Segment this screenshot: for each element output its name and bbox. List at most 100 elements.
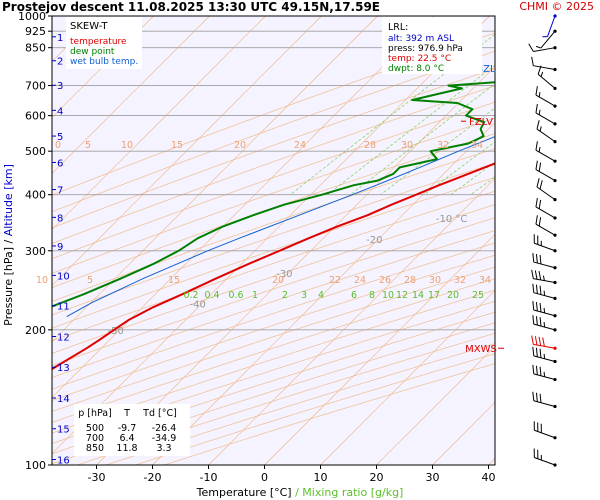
- wind-barb-feather: [539, 302, 542, 313]
- isotherm-label: -10 °C: [436, 214, 468, 225]
- wind-barb-dot: [553, 377, 557, 382]
- wind-barb-feather: [538, 217, 542, 227]
- mixing-ratio-label: 34: [471, 140, 483, 151]
- wind-barb-half-feather: [538, 109, 541, 115]
- mixing-ratio-label: 10: [121, 140, 133, 151]
- x-tick-label: 20: [370, 471, 384, 484]
- wind-barb: [536, 120, 557, 144]
- wind-barb-half-feather: [538, 147, 541, 153]
- mixing-ratio-label: 0.4: [204, 290, 219, 301]
- wind-barb-dot: [553, 463, 557, 467]
- wind-barb-half-feather: [540, 71, 544, 77]
- wind-barb-dot: [553, 404, 557, 409]
- series-line-wet-bulb-temp-: [66, 136, 495, 318]
- mixing-ratio-label: 30: [401, 140, 413, 151]
- wind-barb-feather: [538, 336, 542, 346]
- mixing-ratio-label: 28: [364, 140, 376, 151]
- mixing-ratio-label: 20: [272, 275, 284, 286]
- wind-barb: [537, 65, 557, 90]
- series-layer: [52, 81, 495, 371]
- wind-barb-feather: [536, 120, 540, 130]
- wind-barb-feather: [539, 285, 542, 295]
- mixing-ratio-label: 8: [369, 290, 375, 301]
- wind-barb-feather: [531, 56, 534, 66]
- wind-barb-feather: [539, 317, 542, 327]
- wind-barb: [532, 315, 557, 332]
- series-line-dew-point: [52, 81, 495, 308]
- wind-barb-feather: [532, 391, 535, 401]
- lrl-line: alt: 392 m ASL: [388, 34, 454, 44]
- wind-barb-feather: [531, 335, 534, 345]
- level-marker-label: FZLV: [469, 117, 493, 128]
- pressure-tick-label: 600: [25, 110, 46, 123]
- levels-table-cell: -26.4: [152, 423, 177, 434]
- dry-adiabat: [52, 278, 495, 423]
- wind-barb: [532, 301, 557, 318]
- mixing-ratio-label: 26: [379, 275, 391, 286]
- levels-table-cell: 500: [86, 423, 104, 434]
- mixing-ratio-label: 3: [301, 290, 307, 301]
- wind-barb-feather: [535, 316, 538, 326]
- wind-barb-dot: [553, 140, 557, 144]
- altitude-tick-label: 14: [57, 394, 70, 405]
- altitude-tick-label: 9: [57, 242, 63, 253]
- levels-table-box: [74, 404, 190, 456]
- plot-background: [52, 16, 495, 465]
- background-lines: -80 °C-70-60-50-40-30-20-10 °C: [52, 16, 600, 465]
- levels-table-cell: 700: [86, 433, 104, 444]
- wind-barb-dot: [553, 314, 557, 318]
- level-marker-label: MXWS: [465, 344, 497, 355]
- x-tick-label: -10: [200, 471, 218, 484]
- wind-barb: [535, 29, 557, 49]
- wind-barb-dot: [553, 159, 557, 163]
- pressure-tick-label: 200: [25, 324, 46, 337]
- wind-barb-feather: [539, 393, 542, 403]
- x-tick-label: 10: [314, 471, 328, 484]
- wind-barb: [536, 178, 557, 202]
- x-tick-label: 0: [261, 471, 268, 484]
- lrl-title: LRL:: [388, 22, 408, 33]
- mixing-ratio-label: 28: [404, 275, 416, 286]
- wind-barb: [535, 215, 557, 237]
- wind-barb-half-feather: [543, 371, 546, 377]
- mixing-ratio-label: 5: [87, 275, 93, 286]
- isotherm-line: [96, 66, 495, 465]
- altitude-tick-label: 8: [57, 213, 63, 224]
- mixing-ratio-label: 17: [428, 290, 440, 301]
- isotherm-line: [264, 234, 495, 465]
- mixing-ratio-line: [500, 16, 600, 195]
- wind-barb-feather: [535, 284, 538, 294]
- wind-barb-feather: [536, 178, 540, 188]
- mixing-ratio-label: 0: [55, 140, 61, 151]
- altitude-tick-label: 16: [57, 455, 70, 466]
- wind-barb-dot: [553, 359, 557, 364]
- wind-barb: [535, 160, 557, 183]
- wind-barb-feather: [538, 271, 542, 281]
- wind-barb-dot: [553, 14, 557, 18]
- series-line-temperature: [52, 162, 495, 371]
- dry-adiabat: [52, 68, 495, 229]
- wind-barb-feather: [534, 270, 538, 280]
- levels-table-cell: 6.4: [119, 433, 134, 444]
- wind-barb-staff: [540, 30, 556, 49]
- lrl-box: [382, 17, 482, 74]
- wind-barb: [535, 103, 557, 126]
- mixing-ratio-label: 4: [318, 290, 324, 301]
- dry-adiabat: [52, 176, 495, 329]
- wind-barb-feather: [535, 365, 538, 375]
- dry-adiabat: [52, 230, 495, 378]
- isotherm-line: [52, 16, 378, 342]
- mixing-ratio-label: 32: [437, 140, 449, 151]
- mixing-ratio-label: 12: [396, 290, 408, 301]
- wind-barb: [533, 421, 557, 440]
- mixing-ratio-line: [579, 16, 600, 195]
- isotherm-label: -20: [366, 235, 382, 246]
- wind-barb-dot: [553, 46, 557, 50]
- dry-adiabat: [52, 266, 495, 413]
- wind-barb-feather: [535, 197, 538, 208]
- mixing-ratio-label: 10: [36, 275, 48, 286]
- mixing-ratio-label: 2: [282, 290, 288, 301]
- wind-barb-dot: [553, 436, 557, 440]
- altitude-tick-label: 7: [57, 186, 63, 197]
